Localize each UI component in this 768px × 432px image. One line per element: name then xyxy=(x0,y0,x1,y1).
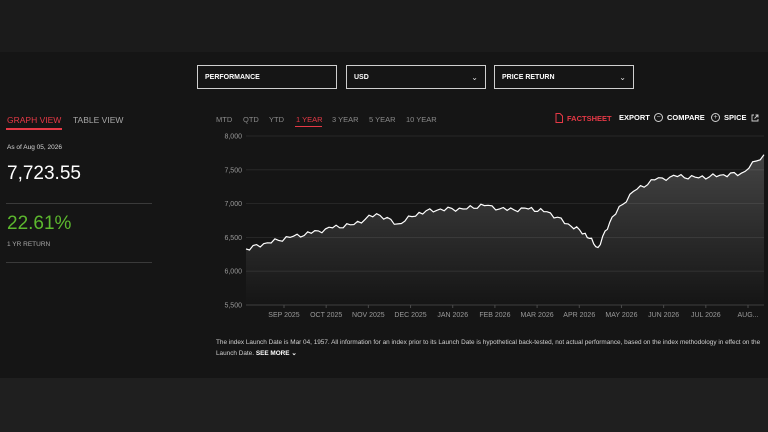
return-label: 1 YR RETURN xyxy=(7,241,51,248)
tab-graph-view[interactable]: GRAPH VIEW xyxy=(7,115,62,125)
active-tab-indicator xyxy=(6,128,62,130)
spice-label: SPICE xyxy=(724,113,747,122)
period-ytd[interactable]: YTD xyxy=(269,115,284,124)
divider xyxy=(6,203,152,204)
main-panel xyxy=(0,52,768,378)
metric-select[interactable]: PERFORMANCE xyxy=(197,65,337,89)
period-qtd[interactable]: QTD xyxy=(243,115,259,124)
chevron-down-icon: ⌄ xyxy=(471,72,478,82)
period-10-year[interactable]: 10 YEAR xyxy=(406,115,437,124)
factsheet-button[interactable]: FACTSHEET xyxy=(555,113,612,123)
export-label: EXPORT xyxy=(619,113,650,122)
see-more-label: SEE MORE xyxy=(255,349,290,357)
tab-table-view[interactable]: TABLE VIEW xyxy=(73,115,124,125)
external-link-icon xyxy=(751,114,758,121)
disclaimer-text: The index Launch Date is Mar 04, 1957. A… xyxy=(216,339,761,357)
period-mtd[interactable]: MTD xyxy=(216,115,233,124)
bottom-band xyxy=(0,378,768,432)
chevron-down-icon: ⌄ xyxy=(291,349,297,357)
top-band xyxy=(0,0,768,52)
minus-circle-icon: − xyxy=(654,113,663,122)
see-more-link[interactable]: SEE MORE ⌄ xyxy=(256,350,297,357)
disclaimer: The index Launch Date is Mar 04, 1957. A… xyxy=(216,338,764,359)
return-type-select-label: PRICE RETURN xyxy=(502,73,555,81)
export-button[interactable]: EXPORT xyxy=(619,113,650,122)
compare-button[interactable]: − COMPARE xyxy=(654,113,705,122)
currency-select[interactable]: USD ⌄ xyxy=(346,65,486,89)
divider xyxy=(6,262,152,263)
as-of-date: As of Aug 05, 2026 xyxy=(7,144,62,151)
plus-circle-icon: + xyxy=(711,113,720,122)
chevron-down-icon: ⌄ xyxy=(619,72,626,82)
period-5-year[interactable]: 5 YEAR xyxy=(369,115,396,124)
metric-select-label: PERFORMANCE xyxy=(205,73,260,81)
active-period-indicator xyxy=(295,126,322,127)
return-value: 22.61% xyxy=(7,213,72,234)
compare-label: COMPARE xyxy=(667,113,705,122)
factsheet-label: FACTSHEET xyxy=(567,113,612,123)
return-type-select[interactable]: PRICE RETURN ⌄ xyxy=(494,65,634,89)
period-1-year[interactable]: 1 YEAR xyxy=(296,115,323,124)
spice-button[interactable]: + SPICE xyxy=(711,113,759,122)
document-icon xyxy=(555,113,563,123)
period-3-year[interactable]: 3 YEAR xyxy=(332,115,359,124)
currency-select-label: USD xyxy=(354,73,369,81)
index-value: 7,723.55 xyxy=(7,163,81,184)
